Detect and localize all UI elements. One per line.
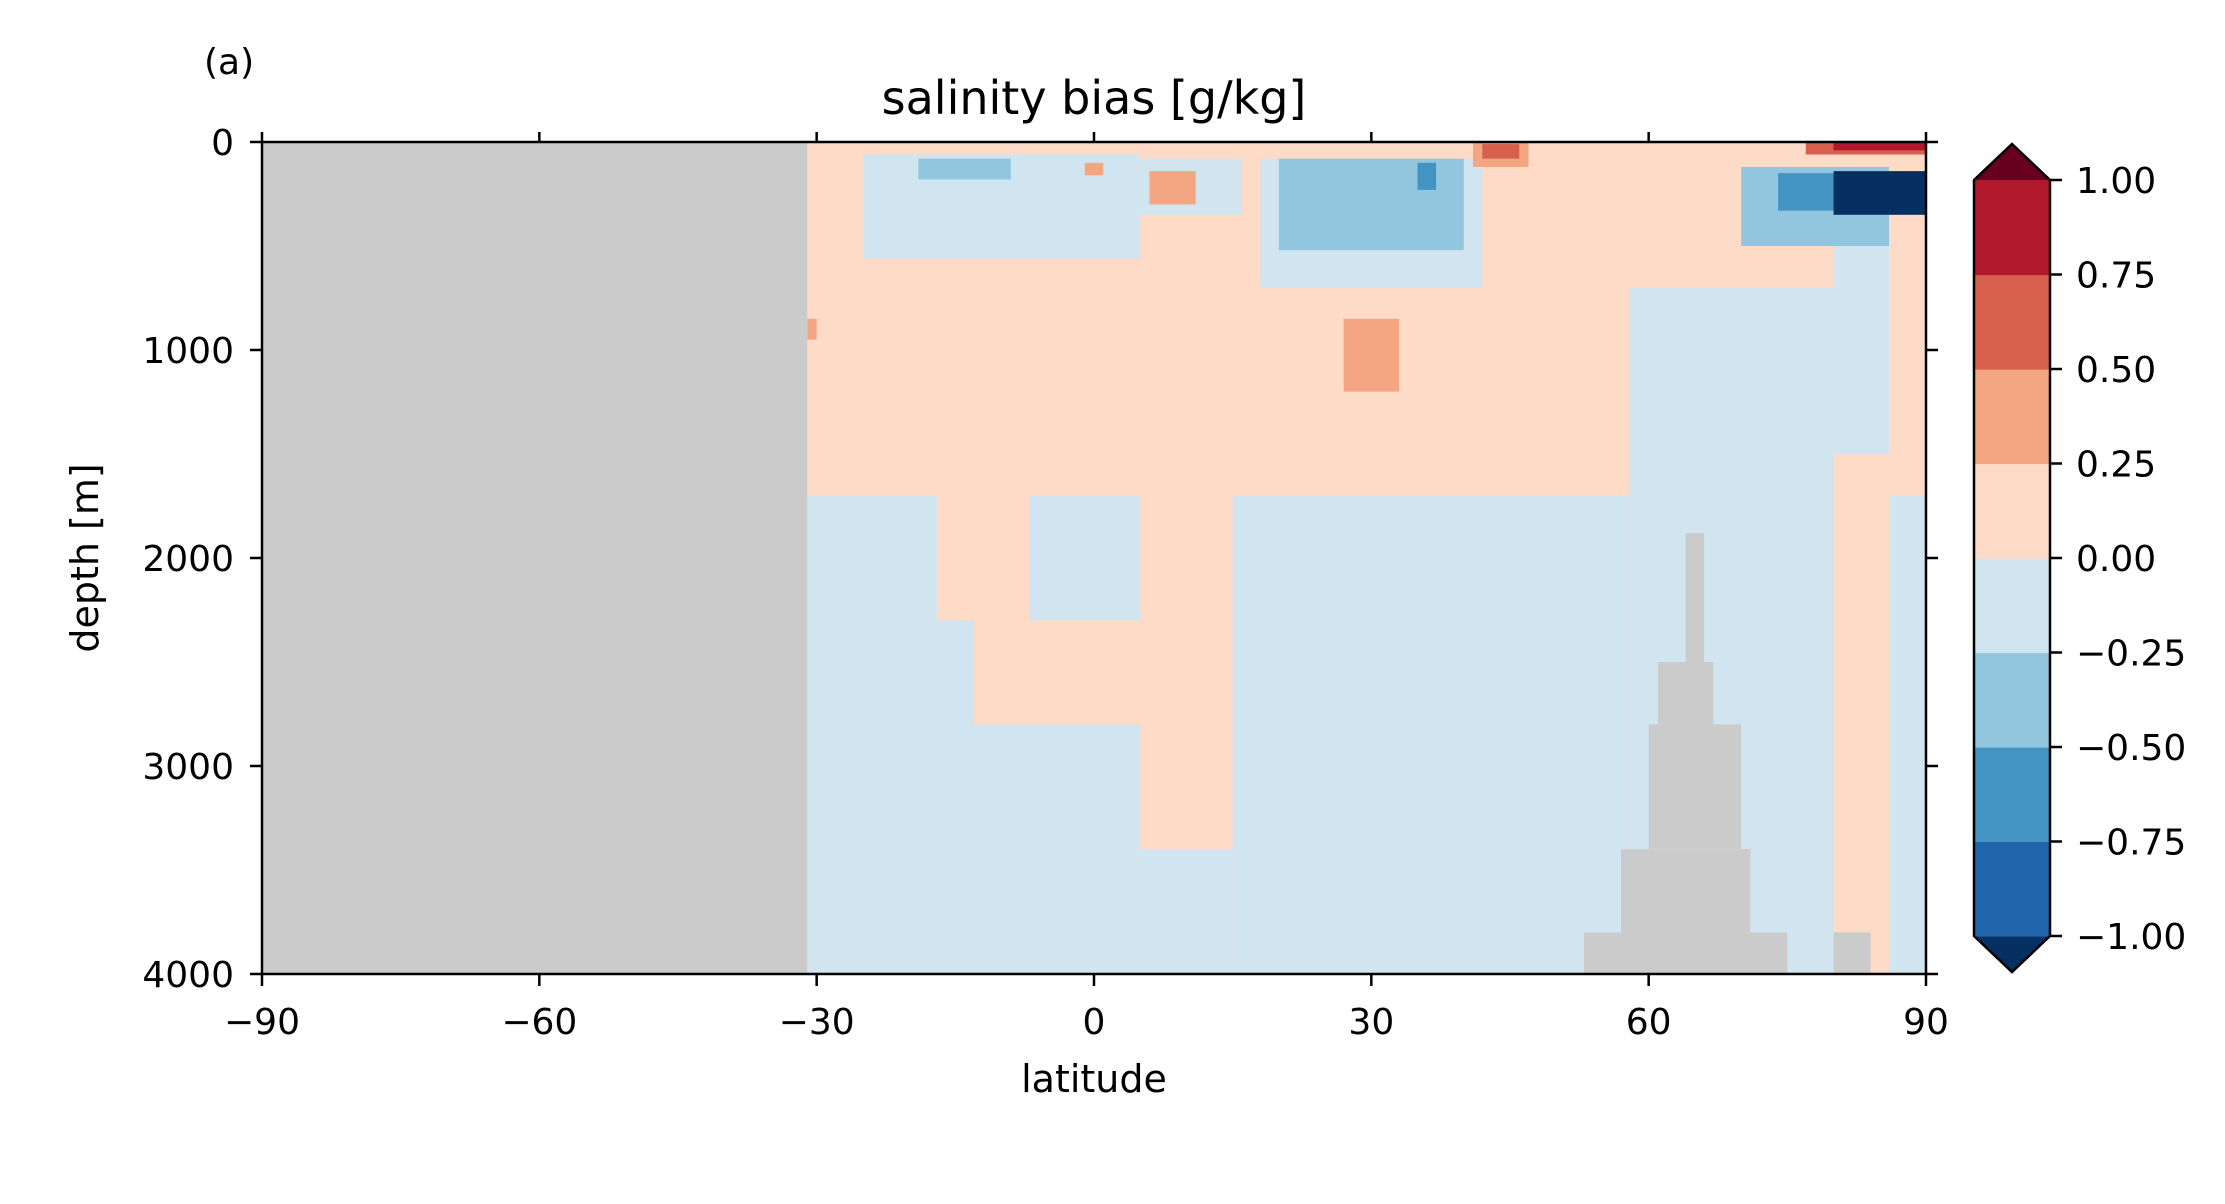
heatmap-cell — [973, 724, 1141, 974]
colorbar-segment — [1974, 841, 2050, 937]
x-tick-label: 90 — [1903, 1002, 1949, 1043]
heatmap-cell — [1685, 533, 1705, 662]
colorbar-tick-label: −0.75 — [2076, 823, 2186, 864]
heatmap-cell — [918, 158, 1011, 180]
heatmap-cell — [1657, 662, 1714, 725]
colorbar-tick-label: 0.75 — [2076, 256, 2156, 297]
colorbar-segment — [1974, 463, 2050, 559]
colorbar-tick-label: 0.50 — [2076, 350, 2156, 391]
heatmap-cell — [1648, 724, 1742, 850]
heatmap-cell — [1084, 162, 1104, 176]
y-tick-label: 3000 — [142, 747, 234, 788]
colorbar: 1.00 0.75 0.50 0.25 0.00 −0.25 −0.50 −0.75 −1.00 — [1972, 142, 2186, 974]
heatmap-cell — [1029, 495, 1141, 621]
colorbar-tick-label: −1.00 — [2076, 917, 2186, 958]
heatmap-cell — [1833, 246, 1890, 454]
heatmap-cell — [936, 620, 974, 974]
heatmap-cell — [1140, 849, 1233, 974]
heatmap-cell — [1833, 932, 1871, 974]
y-tick-label: 2000 — [142, 539, 234, 580]
heatmap-cell — [1417, 162, 1437, 190]
colorbar-segment — [1974, 369, 2050, 465]
colorbar-segment — [1974, 274, 2050, 370]
x-tick-label: 0 — [1083, 1002, 1106, 1043]
y-tick-label: 4000 — [142, 955, 234, 996]
y-axis: 0 1000 2000 3000 4000 — [142, 123, 1938, 996]
colorbar-tick-label: 0.00 — [2076, 539, 2156, 580]
heatmap-cell — [1833, 171, 1926, 215]
colorbar-tick-label: −0.25 — [2076, 634, 2186, 675]
x-axis-label: latitude — [1021, 1057, 1167, 1101]
panel-label: (a) — [204, 42, 254, 83]
colorbar-segment — [1974, 180, 2050, 276]
chart-title: salinity bias [g/kg] — [882, 71, 1307, 125]
heatmap-cell — [807, 495, 937, 974]
colorbar-segment — [1974, 652, 2050, 748]
heatmap-cell — [1889, 495, 1926, 974]
y-tick-label: 0 — [211, 123, 234, 164]
colorbar-segment — [1974, 747, 2050, 843]
heatmap-cell — [807, 318, 817, 340]
heatmap-cell — [1482, 144, 1520, 159]
colorbar-tick-label: −0.50 — [2076, 728, 2186, 769]
plot-area — [260, 140, 1928, 976]
colorbar-tick-label: 0.25 — [2076, 445, 2156, 486]
heatmap-cells — [262, 142, 1926, 975]
y-tick-label: 1000 — [142, 331, 234, 372]
x-tick-label: −60 — [501, 1002, 577, 1043]
x-tick-label: 60 — [1626, 1002, 1672, 1043]
heatmap-cell — [1149, 171, 1196, 205]
colorbar-extend-min — [1974, 936, 2050, 972]
colorbar-tick-label: 1.00 — [2076, 161, 2156, 202]
y-axis-label: depth [m] — [63, 463, 107, 652]
x-tick-label: −90 — [224, 1002, 300, 1043]
colorbar-extend-max — [1974, 144, 2050, 180]
colorbar-segment — [1974, 558, 2050, 654]
heatmap-cell — [1583, 932, 1788, 974]
x-tick-label: −30 — [779, 1002, 855, 1043]
x-axis: −90 −60 −30 0 30 60 90 — [224, 132, 1949, 1043]
heatmap-cell — [1343, 318, 1400, 392]
heatmap-cell — [1833, 142, 1926, 151]
heatmap-cell — [1232, 495, 1631, 974]
heatmap-cell — [262, 142, 808, 974]
x-tick-label: 30 — [1348, 1002, 1394, 1043]
heatmap-cell — [1620, 849, 1751, 933]
